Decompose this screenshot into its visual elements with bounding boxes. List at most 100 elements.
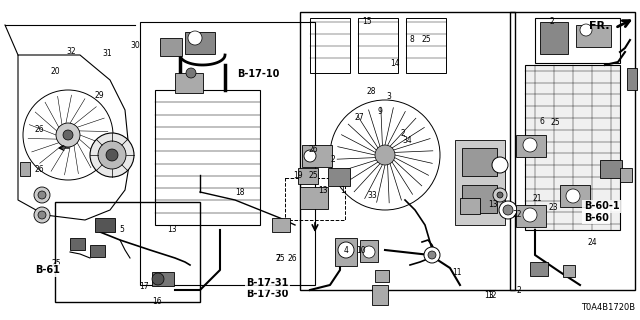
Text: 4: 4 xyxy=(343,246,348,255)
Bar xyxy=(358,18,398,73)
Bar xyxy=(140,22,315,285)
Bar xyxy=(460,198,480,214)
Text: 23: 23 xyxy=(548,203,558,212)
Text: B-17-31: B-17-31 xyxy=(246,278,289,288)
Text: 7: 7 xyxy=(275,254,280,263)
Text: 2: 2 xyxy=(401,129,406,138)
Bar xyxy=(406,18,446,73)
Bar xyxy=(300,187,328,209)
Bar xyxy=(328,168,350,186)
Bar xyxy=(160,38,182,56)
Text: 10: 10 xyxy=(356,246,366,255)
Text: B-17-30: B-17-30 xyxy=(246,289,289,300)
Text: 22: 22 xyxy=(513,210,522,219)
Text: 26: 26 xyxy=(287,254,297,263)
Circle shape xyxy=(499,201,517,219)
Circle shape xyxy=(63,130,73,140)
Circle shape xyxy=(493,188,507,202)
Text: 31: 31 xyxy=(102,49,113,58)
Bar xyxy=(152,272,174,286)
Text: 17: 17 xyxy=(139,282,149,291)
Text: 2: 2 xyxy=(516,286,521,295)
Text: 18: 18 xyxy=(236,188,244,197)
Bar xyxy=(185,32,215,54)
Text: 24: 24 xyxy=(587,238,597,247)
Text: 26: 26 xyxy=(308,145,319,154)
Circle shape xyxy=(566,189,580,203)
Text: 13: 13 xyxy=(318,186,328,195)
Circle shape xyxy=(56,123,80,147)
Text: 1: 1 xyxy=(340,186,345,195)
Bar xyxy=(530,262,548,276)
Bar xyxy=(310,18,350,73)
Bar xyxy=(335,238,357,266)
Text: T0A4B1720B: T0A4B1720B xyxy=(581,303,635,312)
Text: 8: 8 xyxy=(410,35,415,44)
Bar xyxy=(627,68,637,90)
Text: 25: 25 xyxy=(550,118,561,127)
Text: 15: 15 xyxy=(362,17,372,26)
Circle shape xyxy=(186,68,196,78)
Text: 29: 29 xyxy=(94,91,104,100)
Text: 20: 20 xyxy=(50,67,60,76)
Circle shape xyxy=(188,31,202,45)
Bar xyxy=(560,185,590,207)
Bar xyxy=(372,285,388,305)
Bar xyxy=(175,73,203,93)
Circle shape xyxy=(98,141,126,169)
Text: 33: 33 xyxy=(367,191,378,200)
Circle shape xyxy=(428,251,436,259)
Text: B-60: B-60 xyxy=(584,212,609,223)
Bar xyxy=(576,25,611,47)
Bar xyxy=(302,145,332,167)
Bar xyxy=(298,168,318,184)
Circle shape xyxy=(523,208,537,222)
Text: FR.: FR. xyxy=(589,21,610,31)
Circle shape xyxy=(580,24,592,36)
Text: 25: 25 xyxy=(275,254,285,263)
Bar xyxy=(540,22,568,54)
Text: 11: 11 xyxy=(452,268,461,277)
Text: 19: 19 xyxy=(293,171,303,180)
Text: 13: 13 xyxy=(484,291,494,300)
Bar xyxy=(155,90,260,225)
Circle shape xyxy=(34,207,50,223)
Text: 34: 34 xyxy=(402,136,412,145)
Circle shape xyxy=(338,242,354,258)
Bar xyxy=(20,162,30,176)
Text: B-61: B-61 xyxy=(35,265,60,276)
Bar xyxy=(462,185,497,213)
Circle shape xyxy=(34,187,50,203)
Text: 21: 21 xyxy=(533,194,542,203)
Circle shape xyxy=(90,133,134,177)
Text: 12: 12 xyxy=(488,291,497,300)
Text: 5: 5 xyxy=(119,225,124,234)
Circle shape xyxy=(492,157,508,173)
Text: 25: 25 xyxy=(421,35,431,44)
Text: B-17-10: B-17-10 xyxy=(237,68,279,79)
Circle shape xyxy=(106,149,118,161)
Text: 9: 9 xyxy=(377,108,382,116)
Text: 13: 13 xyxy=(488,200,498,209)
Bar xyxy=(455,140,505,225)
Bar xyxy=(360,240,378,262)
Circle shape xyxy=(503,205,513,215)
Bar xyxy=(272,218,290,232)
Bar xyxy=(55,202,200,302)
Bar xyxy=(516,205,546,227)
Text: 3: 3 xyxy=(386,92,391,101)
Bar xyxy=(462,148,497,176)
Bar xyxy=(90,245,105,257)
Text: 6: 6 xyxy=(540,117,545,126)
Circle shape xyxy=(375,145,395,165)
Circle shape xyxy=(363,246,375,258)
Bar xyxy=(300,12,515,290)
Bar xyxy=(620,168,632,182)
Bar xyxy=(285,178,345,220)
Bar xyxy=(375,270,389,282)
Text: 26: 26 xyxy=(35,165,45,174)
Text: 25: 25 xyxy=(51,259,61,268)
Bar xyxy=(535,18,620,63)
Bar xyxy=(95,218,115,232)
Circle shape xyxy=(152,273,164,285)
